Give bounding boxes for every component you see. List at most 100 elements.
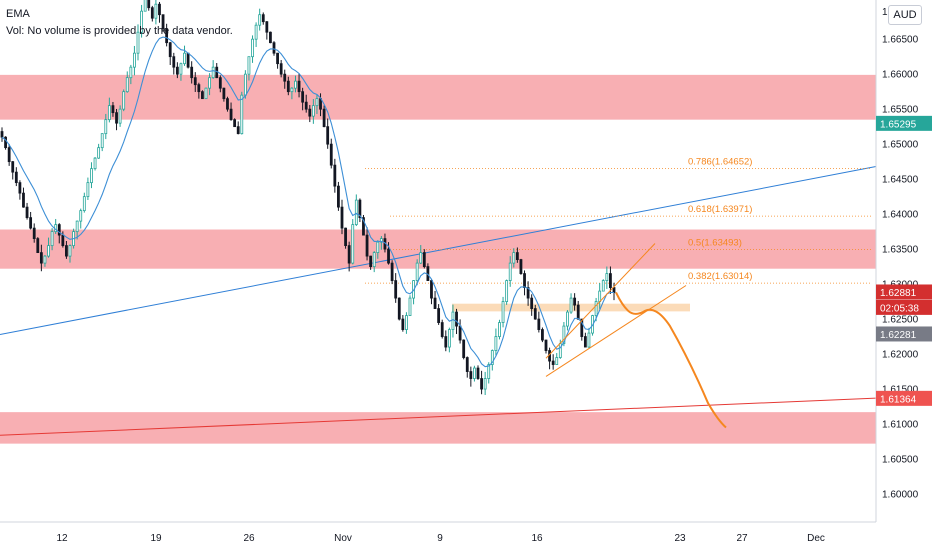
candle-body — [179, 63, 183, 75]
candle-body — [297, 80, 301, 93]
candle-body — [168, 42, 172, 58]
candle-body — [311, 105, 315, 117]
price-badge-label: 1.62281 — [880, 330, 917, 341]
candle-body — [551, 360, 555, 365]
candle-body — [143, 0, 147, 12]
candle-body — [122, 91, 126, 110]
candle-body — [605, 273, 609, 281]
candle-body — [183, 52, 186, 65]
candle-body — [165, 28, 169, 44]
candle-body — [387, 248, 390, 264]
candle-body — [444, 336, 448, 348]
candle-body — [523, 273, 526, 288]
candle-body — [354, 199, 358, 226]
candle-body — [490, 350, 494, 365]
candle-body — [494, 336, 498, 351]
candle-body — [437, 308, 441, 323]
candle-body — [487, 364, 491, 379]
fib-level-label: 0.382(1.63014) — [688, 271, 752, 282]
candle-body — [480, 378, 483, 390]
candle-body — [79, 210, 83, 222]
candle-body — [583, 336, 587, 348]
candle-body — [258, 14, 262, 26]
candle-body — [7, 147, 11, 163]
candle-body — [100, 133, 104, 149]
candle-body — [369, 255, 373, 267]
price-badge — [876, 299, 932, 315]
x-tick-label: 26 — [243, 533, 255, 544]
candle-body — [544, 339, 548, 351]
x-tick-label: 19 — [150, 533, 162, 544]
candle-body — [397, 297, 401, 320]
candle-body — [379, 238, 383, 243]
candle-body — [90, 168, 93, 184]
candle-body — [154, 3, 158, 19]
candle-body — [562, 325, 566, 344]
candle-body — [447, 329, 451, 348]
currency-button[interactable]: AUD — [888, 5, 922, 25]
candle-body — [419, 252, 423, 264]
sr-zone-1 — [0, 74, 876, 120]
candle-body — [172, 56, 176, 68]
price-badge — [876, 284, 932, 300]
ema-indicator-label[interactable]: EMA — [6, 8, 30, 20]
candle-body — [569, 297, 573, 313]
candle-body — [197, 84, 201, 93]
candle-body — [190, 66, 194, 79]
candle-body — [315, 98, 319, 107]
candle-body — [326, 126, 330, 145]
candle-body — [501, 301, 505, 323]
candle-body — [408, 297, 412, 316]
candle-body — [347, 245, 351, 264]
trendline-red — [0, 397, 877, 436]
price-badge-label: 02:05:38 — [880, 303, 919, 314]
candle-body — [61, 234, 65, 247]
y-tick-label: 1.66500 — [882, 35, 919, 46]
channel-upper-line — [545, 243, 656, 359]
candle-body — [175, 66, 179, 75]
y-tick-label: 1.61000 — [882, 420, 919, 431]
candle-body — [4, 136, 7, 149]
candle-body — [68, 245, 72, 257]
candle-body — [286, 80, 290, 93]
channel-lower-line — [545, 285, 687, 377]
chart-legend: EMA Vol: No volume is provided by the da… — [6, 6, 233, 40]
candle-body — [294, 80, 297, 89]
candle-body — [97, 147, 101, 159]
candle-body — [261, 14, 265, 23]
y-tick-label: 1.61500 — [882, 385, 919, 396]
candle-body — [344, 227, 347, 247]
candle-body — [32, 227, 36, 240]
candle-body — [483, 378, 487, 390]
candle-body — [247, 56, 251, 75]
sr-zone-2 — [0, 229, 876, 269]
candle-body — [18, 182, 22, 194]
fib-level-label: 0.618(1.63971) — [688, 204, 752, 215]
candle-body — [358, 199, 362, 219]
candle-body — [75, 220, 79, 233]
candle-body — [43, 255, 47, 264]
x-tick-label: 23 — [674, 533, 686, 544]
candle-body — [65, 245, 68, 257]
y-tick-label: 1.65000 — [882, 140, 919, 151]
candle-body — [555, 357, 559, 365]
price-badge — [876, 115, 932, 131]
candle-body — [243, 73, 247, 96]
y-tick-label: 1.60000 — [882, 490, 919, 501]
y-tick-label: 1.66000 — [882, 70, 919, 81]
candle-body — [365, 234, 369, 257]
y-tick-label: 1.65500 — [882, 105, 919, 116]
candle-body — [107, 105, 111, 121]
candle-body — [362, 217, 365, 236]
candle-body — [272, 42, 276, 54]
price-badge-label: 1.61364 — [880, 394, 917, 405]
candle-body — [458, 325, 462, 341]
sr-zone-3 — [0, 412, 876, 444]
candle-body — [451, 311, 455, 330]
candle-body — [576, 304, 580, 320]
candle-body — [115, 112, 118, 124]
fib-level-label: 0.5(1.63493) — [688, 238, 742, 249]
candle-body — [566, 311, 569, 327]
candle-body — [226, 98, 229, 110]
